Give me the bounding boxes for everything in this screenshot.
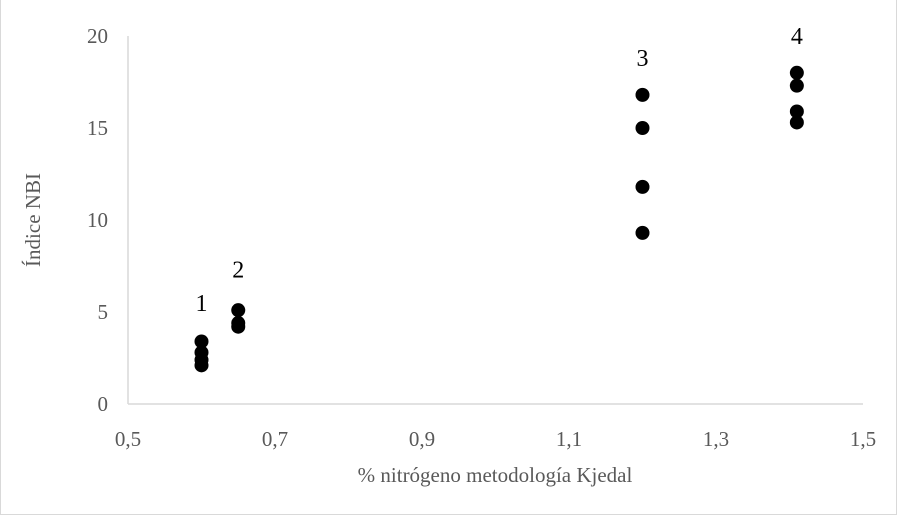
x-tick-labels: 0,5 0,7 0,9 1,1 1,3 1,5: [115, 427, 876, 451]
y-tick-label: 0: [98, 392, 109, 416]
group-label: 2: [232, 258, 244, 284]
data-point: [789, 65, 804, 80]
y-tick-label: 20: [87, 24, 108, 48]
data-points: [194, 65, 804, 373]
x-axis-title: % nitrógeno metodología Kjedal: [358, 463, 633, 487]
group-label: 4: [791, 24, 803, 50]
x-tick-label: 1,3: [703, 427, 729, 451]
data-point: [789, 78, 804, 93]
data-point: [194, 334, 209, 349]
data-point: [789, 115, 804, 130]
x-tick-label: 0,9: [409, 427, 435, 451]
x-tick-label: 0,7: [262, 427, 288, 451]
y-tick-labels: 0 5 10 15 20: [87, 24, 108, 416]
x-tick-label: 1,5: [850, 427, 876, 451]
x-tick-label: 1,1: [556, 427, 582, 451]
data-point: [635, 121, 650, 135]
data-point: [635, 225, 650, 240]
data-point: [635, 87, 650, 102]
group-label: 3: [637, 46, 649, 72]
y-tick-label: 10: [87, 208, 108, 232]
x-tick-label: 0,5: [115, 427, 141, 451]
data-point: [789, 104, 804, 119]
y-tick-label: 15: [87, 116, 108, 140]
group-label: 1: [196, 291, 208, 317]
y-tick-label: 5: [98, 300, 109, 324]
data-point: [231, 303, 246, 318]
data-point: [194, 358, 209, 373]
data-point: [231, 319, 246, 334]
data-point: [635, 179, 650, 194]
y-axis-title: Índice NBI: [21, 173, 45, 267]
group-annotations: 12 3 4: [196, 24, 803, 317]
